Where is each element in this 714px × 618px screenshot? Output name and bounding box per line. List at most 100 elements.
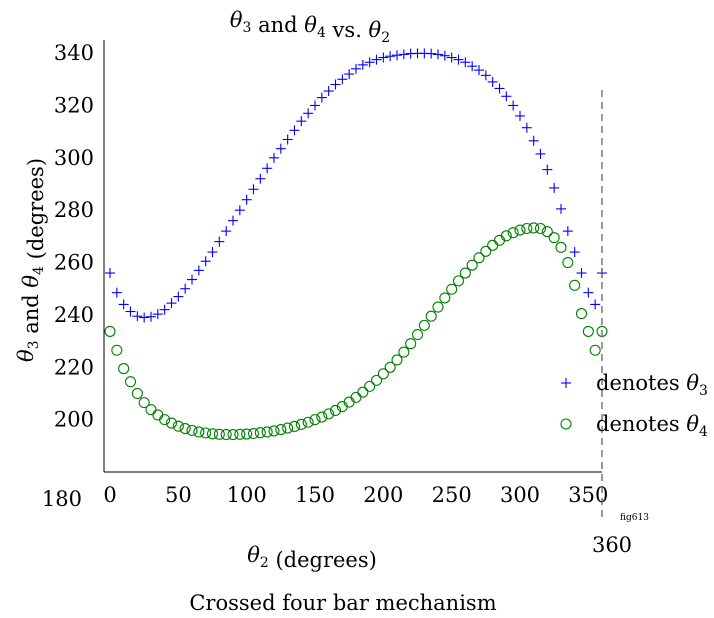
theta3-point [460, 57, 471, 68]
theta4-point [377, 368, 389, 380]
theta4-point [111, 344, 123, 356]
theta4-point [459, 267, 471, 279]
theta3-point [241, 194, 252, 205]
theta4-point [193, 426, 205, 438]
theta4-point [418, 319, 430, 331]
theta3-point [351, 63, 361, 74]
theta4-point [200, 427, 212, 439]
theta4-point [446, 283, 458, 295]
theta4-point [316, 411, 328, 423]
theta4-point [254, 427, 266, 439]
theta4-point [500, 230, 512, 242]
x-axis-label: θ2 (degrees) [247, 543, 377, 572]
theta4-point [398, 346, 410, 358]
y-tick-label: 320 [54, 93, 94, 117]
theta3-point [166, 298, 177, 309]
theta3-point [556, 203, 566, 214]
theta3-point [228, 215, 238, 226]
theta4-point [391, 354, 403, 366]
theta3-point [193, 265, 204, 276]
theta3-point [255, 173, 266, 184]
theta3-point [467, 61, 478, 72]
theta4-point [247, 427, 260, 440]
theta3-point [269, 152, 279, 163]
theta4-point [179, 422, 191, 435]
theta4-point [364, 380, 376, 392]
theta3-point [515, 110, 525, 121]
theta4-point [104, 325, 116, 337]
reference-line: 360 [592, 90, 632, 557]
theta4-point [555, 241, 567, 253]
theta4-point [206, 428, 219, 440]
theta3-point [310, 100, 320, 111]
x-tick-label: 300 [500, 483, 540, 507]
theta3-point [207, 247, 218, 258]
theta3-point [521, 122, 532, 133]
theta4-point [562, 256, 574, 269]
theta3-point [105, 268, 115, 279]
theta4-point [370, 374, 383, 386]
theta3-point [289, 125, 300, 136]
theta4-point [452, 275, 465, 287]
theta3-point [200, 256, 211, 267]
theta4-point [302, 416, 314, 428]
theta4-point [589, 344, 601, 356]
theta4-point [343, 396, 355, 408]
legend-marker-theta4 [560, 418, 572, 430]
theta3-point [528, 135, 539, 146]
theta3-point [562, 226, 573, 237]
theta4-point [350, 391, 362, 403]
theta4-point [131, 387, 143, 400]
theta3-point [262, 163, 273, 174]
x-tick-label: 200 [363, 483, 403, 507]
theta4-point [227, 429, 239, 441]
theta4-point [288, 420, 301, 432]
theta4-point [466, 259, 478, 271]
theta3-point [398, 49, 409, 60]
theta3-point [583, 287, 594, 298]
theta4-point [241, 428, 253, 440]
theta4-point [213, 428, 225, 440]
theta3-point [303, 108, 314, 119]
theta3-point [111, 287, 122, 298]
theta4-point [282, 422, 294, 434]
theta3-point [590, 299, 601, 310]
theta4-point [138, 397, 150, 409]
theta3-point [426, 48, 437, 59]
theta3-point [221, 226, 232, 237]
theta3-point [275, 143, 286, 154]
x-tick-labels: 0 50 100 150 200 250 300 350 [103, 483, 608, 507]
theta3-point [439, 50, 450, 61]
theta3-point [453, 54, 464, 65]
theta3-point [508, 100, 519, 111]
theta3-point [480, 70, 491, 81]
theta4-point [145, 404, 157, 416]
theta3-point [535, 148, 546, 159]
theta3-point [378, 52, 389, 63]
y-tick-label: 220 [54, 355, 94, 379]
y-tick-labels: 180 200 220 240 260 280 300 320 340 [42, 41, 94, 511]
theta3-point [487, 76, 498, 87]
theta4-point [172, 420, 184, 432]
theta3-point [344, 69, 355, 80]
x-tick-label: 0 [103, 483, 116, 507]
theta4-point [569, 279, 581, 291]
theta3-point [474, 65, 484, 76]
theta3-point [433, 49, 443, 60]
legend-label: denotes θ4 [596, 412, 708, 440]
theta4-point [487, 239, 499, 251]
theta4-point [357, 386, 369, 398]
theta4-point [124, 376, 137, 388]
figure-tag: fig613 [620, 513, 649, 523]
theta3-point [152, 309, 163, 320]
theta4-point [473, 252, 485, 264]
theta3-point [118, 299, 129, 310]
theta3-point [248, 184, 259, 195]
y-tick-label: 300 [54, 146, 94, 170]
theta3-point [187, 274, 197, 285]
theta3-point [173, 291, 184, 302]
y-tick-label: 180 [42, 487, 82, 511]
theta4-point [548, 232, 560, 244]
theta4-point [268, 425, 280, 437]
